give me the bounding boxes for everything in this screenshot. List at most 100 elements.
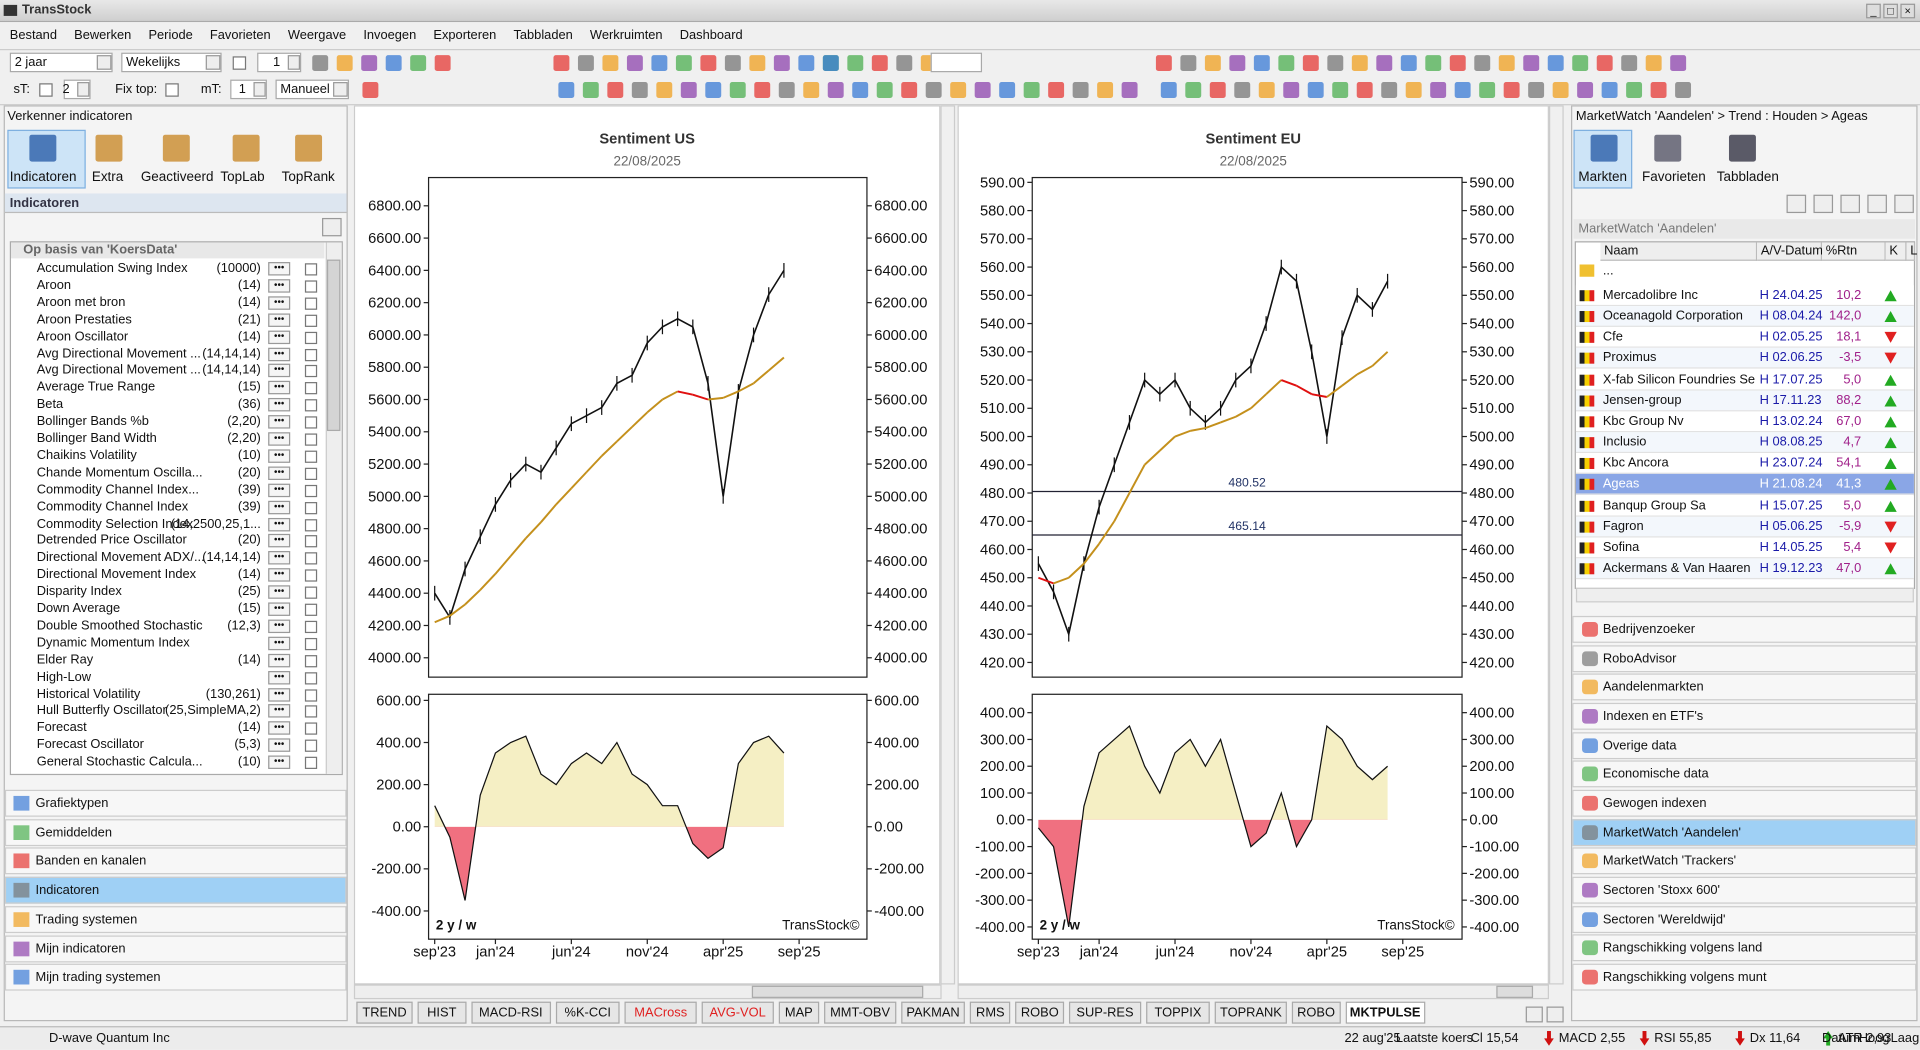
checkbox[interactable]	[39, 83, 53, 97]
toolbar-icon[interactable]	[651, 55, 668, 72]
dropdown[interactable]: Wekelijks	[121, 52, 222, 73]
table-row[interactable]	[1575, 474, 1914, 496]
toolbar-icon[interactable]	[1302, 55, 1319, 72]
indicator-checkbox[interactable]	[304, 263, 318, 276]
toolbar-icon[interactable]	[749, 55, 766, 72]
sheet-tab[interactable]: TOPRANK	[1214, 1001, 1287, 1024]
toolbar-icon[interactable]	[1048, 82, 1065, 98]
settings-button[interactable]: •••	[268, 670, 291, 684]
category-item[interactable]	[4, 934, 347, 962]
sheet-tab[interactable]: %K-CCI	[555, 1001, 620, 1024]
toolbar-icon[interactable]	[1894, 194, 1914, 214]
settings-button[interactable]: •••	[268, 619, 291, 633]
table-row[interactable]	[1575, 558, 1914, 580]
link-item[interactable]	[1572, 760, 1917, 788]
sheet-tab[interactable]: RMS	[970, 1001, 1011, 1024]
menu-item[interactable]: Favorieten	[209, 28, 271, 43]
toolbar-icon[interactable]	[602, 55, 619, 72]
toolbar-icon[interactable]	[361, 55, 378, 72]
toolbar-icon[interactable]	[847, 55, 864, 72]
sheet-tab[interactable]: SUP-RES	[1068, 1001, 1141, 1024]
indicator-checkbox[interactable]	[304, 620, 318, 633]
toolbar-icon[interactable]	[607, 82, 624, 98]
category-item[interactable]	[4, 963, 347, 991]
menu-item[interactable]: Periode	[148, 28, 193, 43]
dropdown[interactable]: 2 jaar	[9, 52, 113, 73]
indicator-checkbox[interactable]	[304, 297, 318, 310]
menu-item[interactable]: Werkruimten	[589, 28, 663, 43]
settings-button[interactable]: •••	[268, 381, 291, 395]
indicator-checkbox[interactable]	[304, 433, 318, 446]
table-row[interactable]	[1575, 390, 1914, 412]
toolbar-icon[interactable]	[1503, 82, 1520, 98]
indicator-checkbox[interactable]	[304, 705, 318, 719]
toolbar-icon[interactable]	[1552, 82, 1569, 98]
sheet-tab[interactable]: MAP	[778, 1001, 820, 1024]
menu-item[interactable]: Weergave	[287, 28, 347, 43]
table-row[interactable]	[1575, 495, 1914, 517]
indicator-checkbox[interactable]	[304, 688, 318, 702]
toolbar-icon[interactable]	[1425, 55, 1442, 72]
toolbar-icon[interactable]	[852, 82, 869, 98]
toolbar-icon[interactable]	[1626, 82, 1643, 98]
indicator-checkbox[interactable]	[304, 739, 318, 753]
toolbar-icon[interactable]	[705, 82, 722, 98]
settings-button[interactable]: •••	[268, 602, 291, 616]
settings-button[interactable]: •••	[268, 517, 291, 531]
window-button[interactable]: □	[1883, 3, 1898, 19]
category-item[interactable]	[4, 789, 347, 817]
toolbar-icon[interactable]	[385, 55, 402, 72]
indicator-checkbox[interactable]	[304, 671, 318, 684]
toolbar-icon[interactable]	[1813, 194, 1834, 214]
toolbar-icon[interactable]	[1229, 55, 1246, 72]
checkbox[interactable]	[232, 56, 247, 70]
dropdown[interactable]: Manueel	[275, 79, 349, 100]
table-row[interactable]	[1575, 369, 1914, 391]
menu-item[interactable]: Bewerken	[74, 28, 132, 43]
settings-button[interactable]: •••	[268, 432, 291, 446]
sheet-tab[interactable]: ROBO	[1015, 1001, 1065, 1024]
column-header[interactable]	[1906, 242, 1916, 261]
toolbar-icon[interactable]	[827, 82, 844, 98]
toolbar-icon[interactable]	[577, 55, 594, 72]
toolbar-icon[interactable]	[1278, 55, 1295, 72]
toolbar-icon[interactable]	[1023, 82, 1040, 98]
link-item[interactable]	[1572, 934, 1917, 962]
toolbar-icon[interactable]	[1072, 82, 1089, 98]
toolbar-icon[interactable]	[1528, 82, 1545, 98]
link-item[interactable]	[1572, 702, 1917, 730]
sheet-tab[interactable]: MACross	[624, 1001, 697, 1024]
spin-box[interactable]: 1	[230, 79, 267, 100]
indicator-checkbox[interactable]	[304, 569, 318, 582]
toolbar-icon[interactable]	[1381, 82, 1398, 98]
toolbar-icon[interactable]	[582, 82, 599, 98]
toolbar-icon[interactable]	[1234, 82, 1251, 98]
link-item[interactable]	[1572, 847, 1917, 875]
settings-button[interactable]: •••	[268, 636, 291, 650]
sheet-tab[interactable]: MMT-OBV	[824, 1001, 897, 1024]
indicator-checkbox[interactable]	[304, 331, 318, 344]
settings-button[interactable]: •••	[268, 704, 291, 719]
indicator-checkbox[interactable]	[304, 416, 318, 429]
hscroll-thumb[interactable]	[751, 985, 924, 998]
sheet-tab[interactable]: MACD-RSI	[470, 1001, 551, 1024]
table-row[interactable]	[1575, 306, 1914, 328]
settings-button[interactable]: •••	[268, 585, 291, 599]
settings-button[interactable]: •••	[268, 534, 291, 548]
menu-item[interactable]: Dashboard	[679, 28, 743, 43]
indicator-checkbox[interactable]	[304, 365, 318, 378]
link-item[interactable]	[1572, 673, 1917, 701]
settings-button[interactable]: •••	[268, 262, 291, 276]
toolbar-icon[interactable]	[1454, 82, 1471, 98]
toolbar-icon[interactable]	[1283, 82, 1300, 98]
tab-menu[interactable]	[1525, 1006, 1543, 1023]
settings-button[interactable]: •••	[268, 347, 291, 361]
settings-button[interactable]: •••	[268, 415, 291, 429]
settings-button[interactable]: •••	[268, 653, 291, 667]
settings-button[interactable]: •••	[268, 483, 291, 497]
toolbar-icon[interactable]	[1253, 55, 1270, 72]
menu-item[interactable]: Invoegen	[363, 28, 417, 43]
toolbar-icon[interactable]	[778, 82, 795, 98]
settings-button[interactable]: •••	[268, 279, 291, 293]
toolbar-icon[interactable]	[1572, 55, 1589, 72]
